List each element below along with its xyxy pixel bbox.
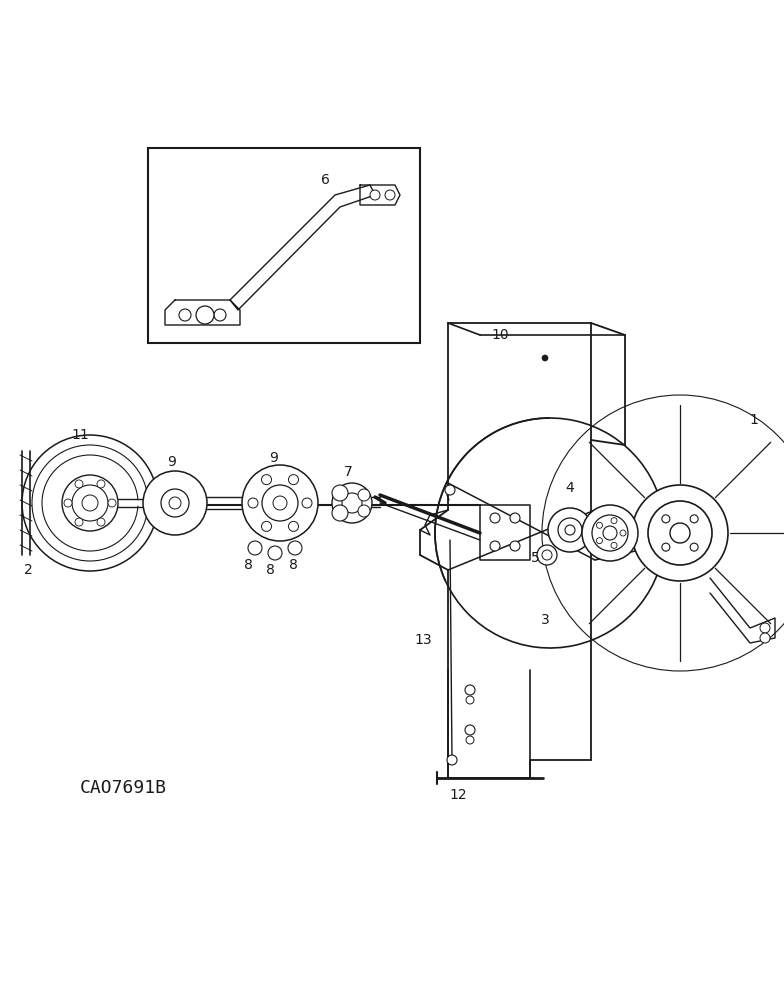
Circle shape (385, 190, 395, 200)
Circle shape (597, 538, 602, 544)
Circle shape (302, 498, 312, 508)
Circle shape (242, 465, 318, 541)
Circle shape (75, 518, 83, 526)
Circle shape (370, 190, 380, 200)
Bar (148, 148, 420, 343)
Circle shape (662, 543, 670, 551)
Circle shape (342, 493, 362, 513)
Text: 8: 8 (289, 558, 297, 572)
Circle shape (465, 685, 475, 695)
Circle shape (445, 485, 455, 495)
Circle shape (648, 501, 712, 565)
Circle shape (670, 523, 690, 543)
Circle shape (179, 309, 191, 321)
Text: 6: 6 (321, 173, 329, 187)
Circle shape (64, 499, 72, 507)
Circle shape (466, 696, 474, 704)
Circle shape (582, 505, 638, 561)
Circle shape (332, 505, 348, 521)
Circle shape (248, 541, 262, 555)
Circle shape (465, 725, 475, 735)
Circle shape (565, 525, 575, 535)
Circle shape (611, 518, 617, 524)
Circle shape (288, 541, 302, 555)
Text: 9: 9 (270, 451, 278, 465)
Circle shape (447, 755, 457, 765)
Circle shape (42, 455, 138, 551)
Circle shape (289, 475, 299, 485)
Circle shape (490, 541, 500, 551)
Text: 7: 7 (343, 465, 352, 479)
Circle shape (542, 355, 548, 361)
Text: 8: 8 (266, 563, 274, 577)
Circle shape (558, 518, 582, 542)
Circle shape (262, 521, 271, 531)
Text: 3: 3 (541, 613, 550, 627)
Circle shape (262, 475, 271, 485)
Circle shape (82, 495, 98, 511)
Circle shape (358, 505, 370, 517)
Circle shape (161, 489, 189, 517)
Circle shape (214, 309, 226, 321)
Circle shape (510, 513, 520, 523)
Circle shape (690, 515, 698, 523)
Circle shape (597, 522, 602, 528)
Circle shape (603, 526, 617, 540)
Circle shape (108, 499, 116, 507)
Circle shape (690, 543, 698, 551)
Circle shape (332, 483, 372, 523)
Circle shape (632, 485, 728, 581)
Circle shape (548, 508, 592, 552)
Circle shape (196, 306, 214, 324)
Circle shape (542, 550, 552, 560)
Circle shape (490, 513, 500, 523)
Text: 4: 4 (565, 481, 575, 495)
Text: 11: 11 (71, 428, 89, 442)
Circle shape (592, 515, 628, 551)
Circle shape (289, 521, 299, 531)
Circle shape (72, 485, 108, 521)
Circle shape (248, 498, 258, 508)
Circle shape (97, 480, 105, 488)
Circle shape (332, 485, 348, 501)
Circle shape (169, 497, 181, 509)
Circle shape (262, 485, 298, 521)
Circle shape (760, 623, 770, 633)
Text: 13: 13 (414, 633, 432, 647)
Circle shape (273, 496, 287, 510)
Circle shape (97, 518, 105, 526)
Circle shape (760, 633, 770, 643)
Text: 1: 1 (750, 413, 758, 427)
Text: 5: 5 (531, 551, 539, 565)
Circle shape (537, 545, 557, 565)
Circle shape (143, 471, 207, 535)
Circle shape (611, 542, 617, 548)
Text: 2: 2 (24, 563, 32, 577)
Circle shape (510, 541, 520, 551)
Text: CAO7691B: CAO7691B (80, 779, 167, 797)
Text: 8: 8 (244, 558, 252, 572)
Circle shape (268, 546, 282, 560)
Text: 10: 10 (492, 328, 509, 342)
Circle shape (75, 480, 83, 488)
Circle shape (62, 475, 118, 531)
Text: 12: 12 (449, 788, 466, 802)
Text: 9: 9 (168, 455, 176, 469)
Circle shape (620, 530, 626, 536)
Circle shape (662, 515, 670, 523)
Circle shape (358, 489, 370, 501)
Circle shape (466, 736, 474, 744)
